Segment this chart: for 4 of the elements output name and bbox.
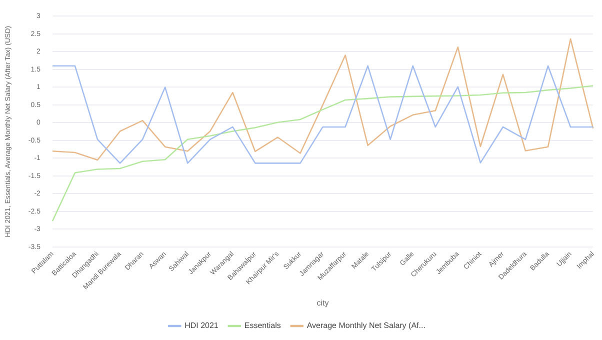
legend-label: Essentials <box>244 321 281 330</box>
x-axis-title: city <box>316 298 329 308</box>
legend-label: Average Monthly Net Salary (Af... <box>306 321 426 330</box>
legend-label: HDI 2021 <box>184 321 219 330</box>
